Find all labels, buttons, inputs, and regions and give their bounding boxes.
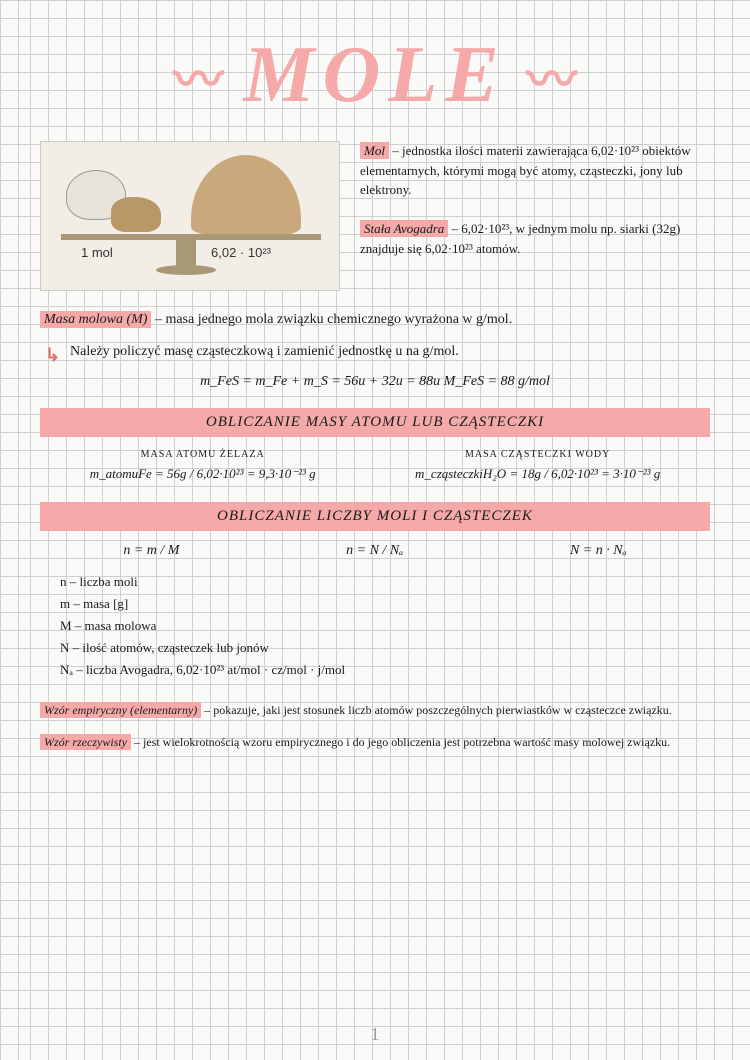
- dog-icon: [111, 197, 161, 232]
- def-empiryczny: Wzór empiryczny (elementarny) – pokazuje…: [40, 701, 710, 719]
- definitions-column: Mol – jednostka ilości materii zawierają…: [360, 141, 710, 291]
- scale-illustration: 1 mol 6,02 · 10²³: [40, 141, 340, 291]
- atom-right-head: MASA CZĄSTECZKI WODY: [415, 449, 660, 460]
- atom-left-head: MASA ATOMU ŻELAZA: [90, 449, 316, 460]
- title-row: 〰 MOLE 〰: [40, 30, 710, 121]
- masa-note: Należy policzyć masę cząsteczkową i zami…: [70, 341, 710, 363]
- atom-calc-row: MASA ATOMU ŻELAZA m_atomuFe = 56g / 6,02…: [40, 449, 710, 482]
- wave-left-icon: 〰: [173, 40, 223, 112]
- def-mol: Mol – jednostka ilości materii zawierają…: [360, 141, 710, 200]
- text-rzeczywisty: – jest wielokrotnością wzoru empiryczneg…: [131, 735, 670, 749]
- scale-base-icon: [156, 265, 216, 275]
- term-empiryczny: Wzór empiryczny (elementarny): [40, 702, 201, 718]
- page-number: 1: [371, 1024, 380, 1045]
- term-mol: Mol: [360, 142, 389, 159]
- intro-row: 1 mol 6,02 · 10²³ Mol – jednostka ilości…: [40, 141, 710, 291]
- section-header-1: OBLICZANIE MASY ATOMU LUB CZĄSTECZKI: [40, 408, 710, 437]
- def-rzeczywisty: Wzór rzeczywisty – jest wielokrotnością …: [40, 733, 710, 751]
- legend-n: n – liczba moli: [60, 571, 710, 593]
- legend-block: n – liczba moli m – masa [g] M – masa mo…: [60, 571, 710, 681]
- masa-formula: m_FeS = m_Fe + m_S = 56u + 32u = 88u M_F…: [40, 374, 710, 390]
- term-rzeczywisty: Wzór rzeczywisty: [40, 734, 131, 750]
- text-masa-molowa: – masa jednego mola związku chemicznego …: [151, 312, 512, 327]
- mole-formulas-row: n = m / M n = N / Nₐ N = n · Nₐ: [40, 543, 710, 559]
- atom-right-formula: m_cząsteczkiH₂O = 18g / 6,02·10²³ = 3·10…: [415, 466, 660, 482]
- legend-M: M – masa molowa: [60, 615, 710, 637]
- text-mol: – jednostka ilości materii zawierająca 6…: [360, 143, 691, 197]
- formula-n-N: n = N / Nₐ: [346, 543, 403, 559]
- legend-m: m – masa [g]: [60, 593, 710, 615]
- formula-n-m: n = m / M: [123, 543, 179, 559]
- formula-N: N = n · Nₐ: [570, 543, 627, 559]
- page-title: MOLE: [243, 30, 506, 121]
- legend-Na: Nₐ – liczba Avogadra, 6,02·10²³ at/mol ·…: [60, 659, 710, 681]
- def-avogadro: Stała Avogadra – 6,02·10²³, w jednym mol…: [360, 219, 710, 258]
- def-masa-molowa: Masa molowa (M) – masa jednego mola zwią…: [40, 309, 710, 331]
- term-avogadro: Stała Avogadra: [360, 220, 448, 237]
- sand-pile-icon: [191, 155, 301, 235]
- legend-N: N – ilość atomów, cząsteczek lub jonów: [60, 637, 710, 659]
- section-header-2: OBLICZANIE LICZBY MOLI I CZĄSTECZEK: [40, 502, 710, 531]
- illustration-label-left: 1 mol: [81, 245, 113, 260]
- text-empiryczny: – pokazuje, jaki jest stosunek liczb ato…: [201, 703, 672, 717]
- wave-right-icon: 〰: [527, 40, 577, 112]
- atom-left-formula: m_atomuFe = 56g / 6,02·10²³ = 9,3·10⁻²³ …: [90, 466, 316, 482]
- atom-calc-right: MASA CZĄSTECZKI WODY m_cząsteczkiH₂O = 1…: [415, 449, 660, 482]
- atom-calc-left: MASA ATOMU ŻELAZA m_atomuFe = 56g / 6,02…: [90, 449, 316, 482]
- term-masa-molowa: Masa molowa (M): [40, 311, 151, 328]
- illustration-label-right: 6,02 · 10²³: [211, 245, 271, 260]
